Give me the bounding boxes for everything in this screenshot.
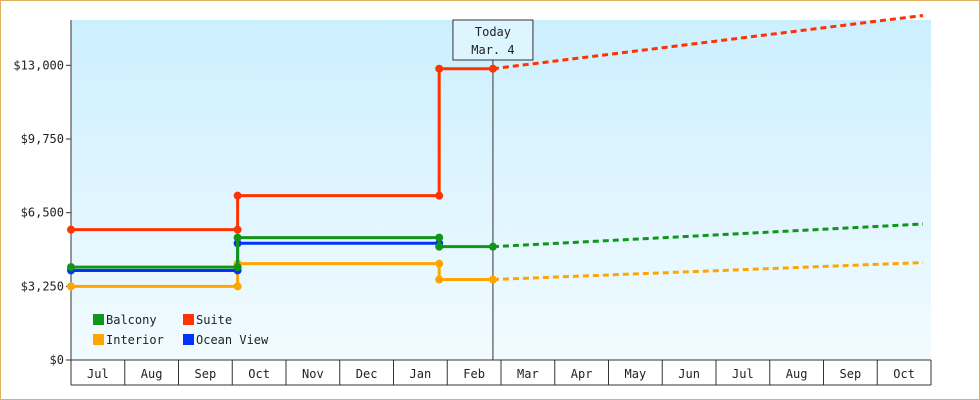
series-balcony-forecast <box>492 222 924 249</box>
x-tick-label: Oct <box>248 367 270 381</box>
today-box <box>452 19 534 61</box>
x-tick-label: Jan <box>410 367 432 381</box>
series-balcony-point <box>435 242 444 251</box>
legend-label-ocean-view: Ocean View <box>196 333 269 347</box>
x-tick-label: Mar <box>517 367 539 381</box>
plot-area <box>71 20 931 360</box>
series-balcony-point <box>488 242 497 251</box>
x-tick-label: Aug <box>786 367 808 381</box>
x-tick-label: Jun <box>678 367 700 381</box>
series-suite-point <box>488 64 497 73</box>
x-tick-label: Jul <box>732 367 754 381</box>
series-suite-point <box>435 191 444 200</box>
series-interior-point <box>488 275 497 284</box>
series-suite-point <box>67 225 75 234</box>
series-interior-forecast <box>492 261 923 282</box>
series-suite-line <box>71 67 493 232</box>
series-interior-point <box>435 275 444 284</box>
series-balcony-line <box>71 236 493 269</box>
series-interior-point <box>435 259 444 268</box>
y-tick-label: $3,250 <box>21 279 64 293</box>
series-suite-point <box>233 191 242 200</box>
series-balcony-point <box>233 263 242 272</box>
today-date: Mar. 4 <box>471 43 514 57</box>
series-interior-line <box>71 262 493 288</box>
x-tick-label: May <box>625 367 647 381</box>
x-tick-label: Sep <box>195 367 217 381</box>
y-tick-label: $9,750 <box>21 132 64 146</box>
legend-swatch-suite <box>183 314 194 325</box>
legend-swatch-balcony <box>93 314 104 325</box>
series-balcony-point <box>435 233 444 242</box>
legend-swatch-ocean-view <box>183 334 194 345</box>
x-tick-label: Sep <box>840 367 862 381</box>
series-suite-point <box>233 225 242 234</box>
series-balcony-point <box>67 263 75 272</box>
y-tick-label: $13,000 <box>13 58 64 72</box>
x-tick-label: Feb <box>463 367 485 381</box>
y-tick-label: $0 <box>50 353 64 367</box>
series-interior-point <box>67 282 75 291</box>
series-suite-forecast <box>492 13 924 71</box>
x-tick-label: Apr <box>571 367 593 381</box>
legend-label-suite: Suite <box>196 313 232 327</box>
legend-label-interior: Interior <box>106 333 164 347</box>
legend-label-balcony: Balcony <box>106 313 157 327</box>
x-tick-label: Jul <box>87 367 109 381</box>
series-balcony-point <box>233 233 242 242</box>
x-tick-label: Nov <box>302 367 324 381</box>
legend-swatch-interior <box>93 334 104 345</box>
x-tick-label: Aug <box>141 367 163 381</box>
series-interior-point <box>233 282 242 291</box>
series-suite-point <box>435 64 444 73</box>
x-tick-label: Dec <box>356 367 378 381</box>
x-tick-label: Oct <box>893 367 915 381</box>
y-tick-label: $6,500 <box>21 206 64 220</box>
today-label: Today <box>475 25 511 39</box>
